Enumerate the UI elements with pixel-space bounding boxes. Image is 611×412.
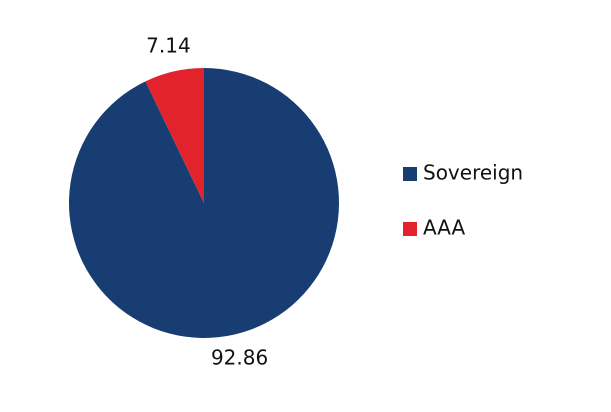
legend-swatch	[403, 167, 417, 181]
data-label: 7.14	[146, 34, 191, 58]
legend-label: Sovereign	[423, 161, 523, 185]
data-label: 92.86	[211, 345, 268, 369]
pie-slice	[68, 68, 339, 338]
legend-label: AAA	[423, 216, 465, 240]
legend-swatch	[403, 222, 417, 236]
pie-slice	[145, 68, 204, 203]
